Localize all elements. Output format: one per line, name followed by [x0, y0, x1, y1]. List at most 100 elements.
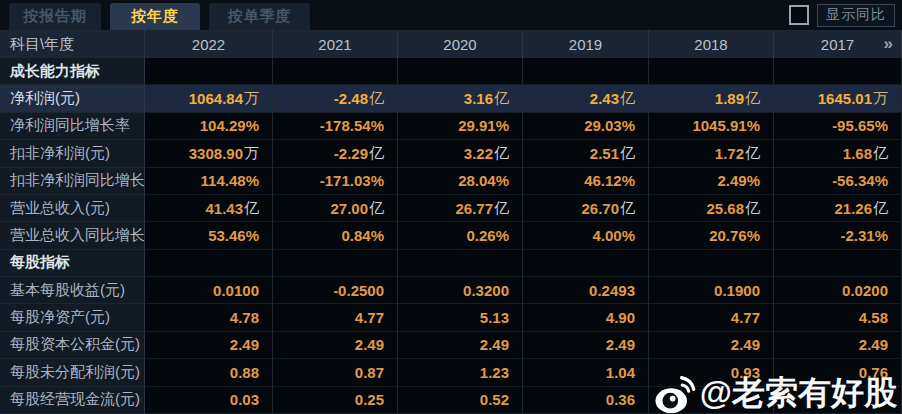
row-label: 每股未分配利润(元) — [0, 359, 145, 386]
value-cell: 0.84% — [273, 222, 398, 249]
value-cell: 3.22亿 — [398, 140, 523, 167]
value-cell: -2.48亿 — [273, 85, 398, 112]
table-row[interactable]: 扣非净利润(元)3308.90万-2.29亿3.22亿2.51亿1.72亿1.6… — [0, 140, 902, 167]
value-cell: 0.03 — [145, 387, 273, 414]
row-label: 扣非净利润(元) — [0, 140, 145, 167]
period-tabbar: 按报告期 按年度 按单季度 显示同比 — [0, 0, 902, 30]
value-cell — [145, 58, 273, 85]
value-cell: 29.03% — [523, 113, 649, 140]
value-cell: 0.3200 — [398, 277, 523, 304]
tab-by-year[interactable]: 按年度 — [110, 3, 200, 30]
value-cell: 4.00% — [523, 222, 649, 249]
table-row[interactable]: 每股指标 — [0, 250, 902, 277]
row-label: 每股指标 — [0, 250, 145, 277]
show-yoy-checkbox[interactable] — [789, 5, 809, 25]
row-label: 每股资本公积金(元) — [0, 332, 145, 359]
column-header-2017: 2017 » — [774, 30, 902, 58]
column-header-2022: 2022 — [145, 30, 273, 58]
value-cell — [649, 58, 774, 85]
value-cell: 53.46% — [145, 222, 273, 249]
value-cell: -0.2500 — [273, 277, 398, 304]
value-cell: 2.49 — [774, 332, 902, 359]
value-cell — [774, 387, 902, 414]
tab-by-quarter[interactable]: 按单季度 — [209, 3, 310, 30]
value-cell: 0.76 — [774, 359, 902, 386]
value-cell — [774, 250, 902, 277]
column-header-2021: 2021 — [273, 30, 398, 58]
value-cell: 1.04 — [523, 359, 649, 386]
value-cell: 0.36 — [523, 387, 649, 414]
table-row[interactable]: 每股净资产(元)4.784.775.134.904.774.58 — [0, 304, 902, 331]
table-row[interactable]: 扣非净利润同比增长率114.48%-171.03%28.04%46.12%2.4… — [0, 168, 902, 195]
value-cell — [523, 250, 649, 277]
value-cell — [273, 58, 398, 85]
value-cell: 2.49 — [145, 332, 273, 359]
table-row[interactable]: 每股经营现金流(元)0.030.250.520.36 — [0, 387, 902, 414]
row-label: 基本每股收益(元) — [0, 277, 145, 304]
value-cell: 1.89亿 — [649, 85, 774, 112]
value-cell: 0.52 — [398, 387, 523, 414]
value-cell: 2.43亿 — [523, 85, 649, 112]
value-cell: 26.77亿 — [398, 195, 523, 222]
tab-by-report-period[interactable]: 按报告期 — [9, 3, 101, 30]
value-cell: 1645.01万 — [774, 85, 902, 112]
value-cell: 4.77 — [273, 304, 398, 331]
value-cell — [145, 250, 273, 277]
value-cell — [398, 250, 523, 277]
row-label: 成长能力指标 — [0, 58, 145, 85]
table-row[interactable]: 基本每股收益(元)0.0100-0.25000.32000.24930.1900… — [0, 277, 902, 304]
value-cell: 26.70亿 — [523, 195, 649, 222]
value-cell: 0.1900 — [649, 277, 774, 304]
row-label: 净利润同比增长率 — [0, 113, 145, 140]
value-cell: 0.0100 — [145, 277, 273, 304]
value-cell: 0.25 — [273, 387, 398, 414]
column-header-2018: 2018 — [649, 30, 774, 58]
value-cell: 41.43亿 — [145, 195, 273, 222]
value-cell: 4.78 — [145, 304, 273, 331]
table-row[interactable]: 每股资本公积金(元)2.492.492.492.492.492.49 — [0, 332, 902, 359]
value-cell: 2.49% — [649, 168, 774, 195]
column-header-2020: 2020 — [398, 30, 523, 58]
value-cell — [398, 58, 523, 85]
value-cell: 2.49 — [273, 332, 398, 359]
table-body: 成长能力指标净利润(元)1064.84万-2.48亿3.16亿2.43亿1.89… — [0, 58, 902, 414]
row-label: 每股经营现金流(元) — [0, 387, 145, 414]
value-cell: 0.0200 — [774, 277, 902, 304]
row-label: 净利润(元) — [0, 85, 145, 112]
value-cell: 1.23 — [398, 359, 523, 386]
row-label: 营业总收入(元) — [0, 195, 145, 222]
value-cell: 1.72亿 — [649, 140, 774, 167]
value-cell: 1045.91% — [649, 113, 774, 140]
value-cell: 0.88 — [145, 359, 273, 386]
table-row[interactable]: 净利润同比增长率104.29%-178.54%29.91%29.03%1045.… — [0, 113, 902, 140]
show-yoy-label[interactable]: 显示同比 — [817, 4, 895, 27]
table-row[interactable]: 营业总收入(元)41.43亿27.00亿26.77亿26.70亿25.68亿21… — [0, 195, 902, 222]
value-cell: 0.93 — [649, 359, 774, 386]
value-cell: 29.91% — [398, 113, 523, 140]
value-cell — [649, 250, 774, 277]
value-cell: 114.48% — [145, 168, 273, 195]
value-cell: 4.58 — [774, 304, 902, 331]
corner-header: 科目\年度 — [0, 30, 145, 58]
table-row[interactable]: 每股未分配利润(元)0.880.871.231.040.930.76 — [0, 359, 902, 386]
value-cell: 1.68亿 — [774, 140, 902, 167]
row-label: 每股净资产(元) — [0, 304, 145, 331]
value-cell: 4.90 — [523, 304, 649, 331]
more-columns-chevron-icon[interactable]: » — [884, 34, 893, 54]
value-cell: 46.12% — [523, 168, 649, 195]
value-cell: 3.16亿 — [398, 85, 523, 112]
table-row[interactable]: 净利润(元)1064.84万-2.48亿3.16亿2.43亿1.89亿1645.… — [0, 85, 902, 112]
value-cell: -2.29亿 — [273, 140, 398, 167]
table-row[interactable]: 营业总收入同比增长率53.46%0.84%0.26%4.00%20.76%-2.… — [0, 222, 902, 249]
value-cell: -2.31% — [774, 222, 902, 249]
value-cell — [774, 58, 902, 85]
value-cell: 2.49 — [649, 332, 774, 359]
value-cell: 104.29% — [145, 113, 273, 140]
value-cell — [273, 250, 398, 277]
column-header-2017-label: 2017 — [821, 36, 854, 53]
value-cell: 4.77 — [649, 304, 774, 331]
value-cell: 2.49 — [523, 332, 649, 359]
tabbar-right-controls: 显示同比 — [789, 0, 895, 30]
table-row[interactable]: 成长能力指标 — [0, 58, 902, 85]
value-cell: 28.04% — [398, 168, 523, 195]
